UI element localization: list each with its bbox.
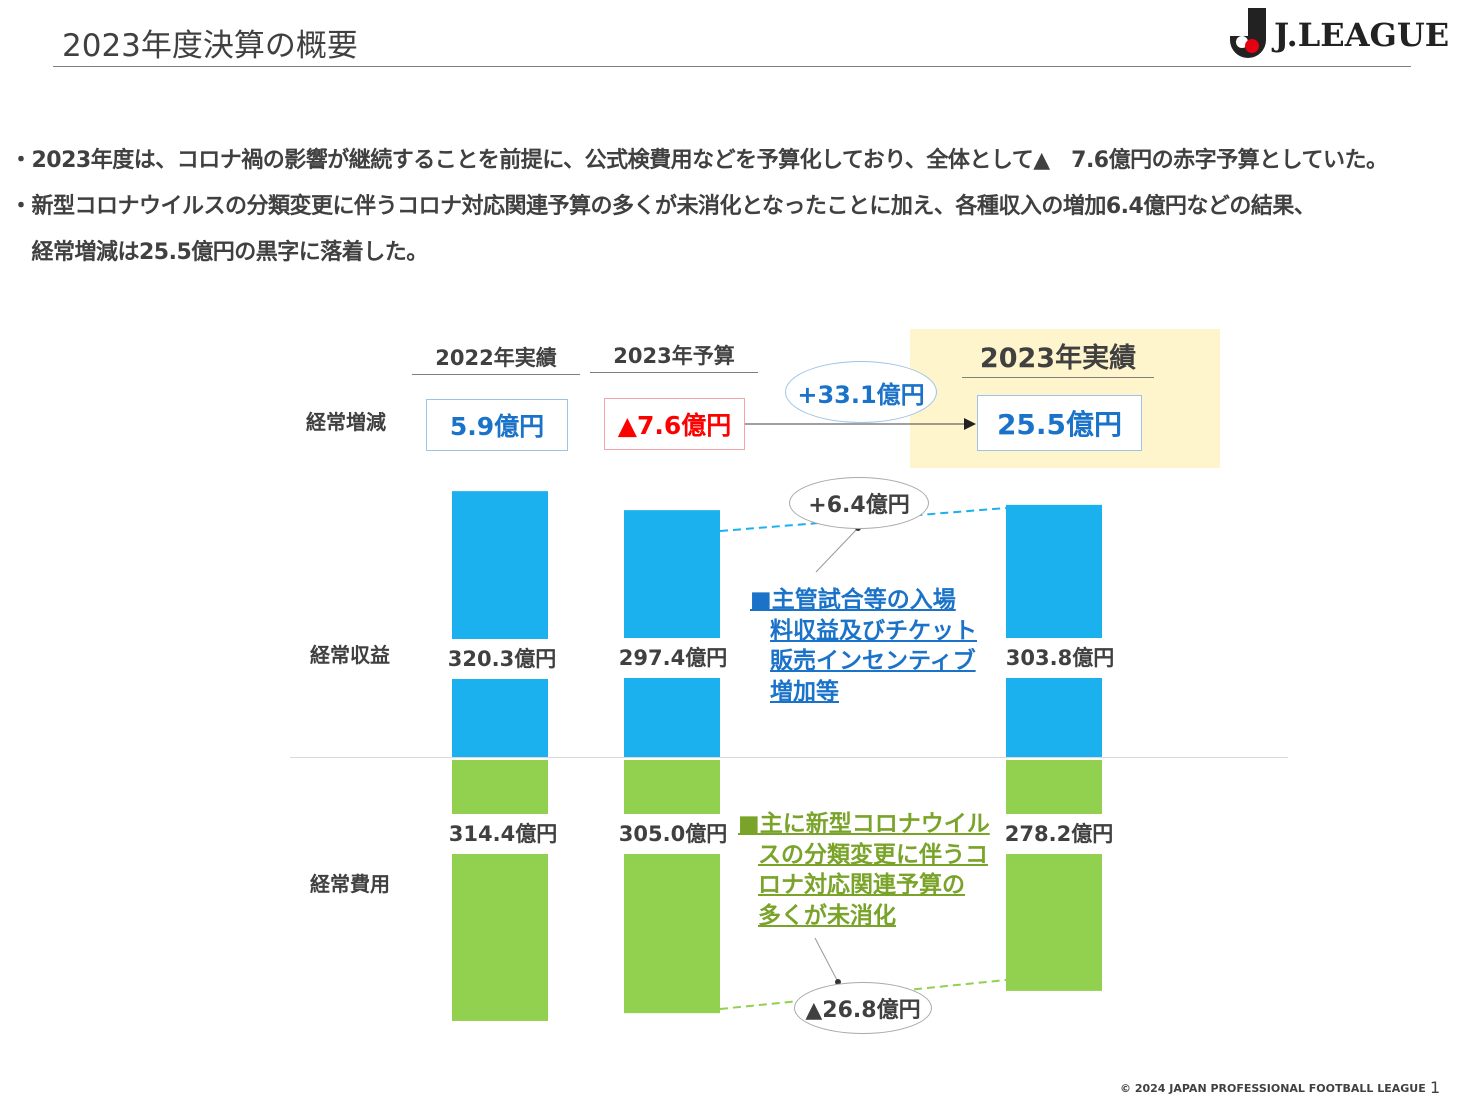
revenue-note-line: 料収益及びチケット	[770, 617, 977, 644]
bullet-3: 経常増減は25.5億円の黒字に落着した。	[10, 240, 429, 265]
revenue-change-bubble: +6.4億円	[789, 477, 929, 529]
revenue-note: ■主管試合等の入場 料収益及びチケット 販売インセンティブ 増加等	[750, 585, 977, 707]
revenue-note-line: ■主管試合等の入場	[750, 587, 956, 613]
bullet-1: ・2023年度は、コロナ禍の影響が継続することを前提に、公式検費用などを予算化し…	[10, 148, 1388, 173]
expense-note-line: ロナ対応関連予算の	[758, 872, 965, 898]
expense-change-bubble: ▲26.8億円	[794, 982, 932, 1034]
title-divider	[53, 66, 1411, 67]
net-arrow-head	[964, 418, 976, 430]
revenue-label-2023-budget: 297.4億円	[607, 638, 739, 678]
expense-callout-line	[814, 937, 839, 983]
revenue-label-2023-actual: 303.8億円	[995, 638, 1125, 678]
revenue-note-line: 増加等	[770, 678, 839, 705]
page-number: 1	[1430, 1078, 1441, 1097]
svg-text:J.LEAGUE: J.LEAGUE	[1271, 16, 1449, 54]
net-2023-actual: 25.5億円	[977, 395, 1142, 451]
col-head-2022: 2022年実績	[412, 342, 580, 375]
revenue-bar-0	[452, 491, 548, 757]
revenue-label-2022: 320.3億円	[437, 639, 567, 679]
page-title: 2023年度決算の概要	[62, 28, 358, 64]
row-label-net: 経常増減	[306, 410, 386, 434]
expense-bar-2	[1006, 760, 1102, 991]
net-2023-budget: ▲7.6億円	[604, 398, 745, 450]
bullet-2: ・新型コロナウイルスの分類変更に伴うコロナ対応関連予算の多くが未消化となったこと…	[10, 194, 1316, 219]
net-2022: 5.9億円	[426, 399, 568, 451]
revenue-note-line: 販売インセンティブ	[770, 648, 976, 674]
expense-label-2022: 314.4億円	[438, 814, 568, 854]
revenue-bar-1	[624, 510, 720, 757]
expense-label-2023-actual: 278.2億円	[994, 814, 1124, 854]
expense-note-line: ■主に新型コロナウイル	[738, 811, 990, 837]
jleague-logo: J.LEAGUE	[1226, 6, 1466, 60]
net-change-bubble: +33.1億円	[785, 361, 937, 423]
expense-note: ■主に新型コロナウイル スの分類変更に伴うコ ロナ対応関連予算の 多くが未消化	[738, 809, 990, 931]
revenue-bar-2	[1006, 504, 1102, 757]
copyright: © 2024 JAPAN PROFESSIONAL FOOTBALL LEAGU…	[1120, 1082, 1426, 1095]
col-head-2023-actual: 2023年実績	[962, 336, 1154, 378]
col-head-2023-budget: 2023年予算	[590, 340, 758, 373]
expense-note-line: 多くが未消化	[758, 902, 896, 929]
expense-label-2023-budget: 305.0億円	[607, 814, 739, 854]
expense-bar-1	[624, 760, 720, 1014]
revenue-callout-line	[815, 527, 859, 573]
expense-bar-0	[452, 760, 548, 1021]
row-label-revenue: 経常収益	[310, 643, 390, 667]
row-label-expense: 経常費用	[310, 872, 390, 896]
expense-note-line: スの分類変更に伴うコ	[758, 841, 988, 868]
